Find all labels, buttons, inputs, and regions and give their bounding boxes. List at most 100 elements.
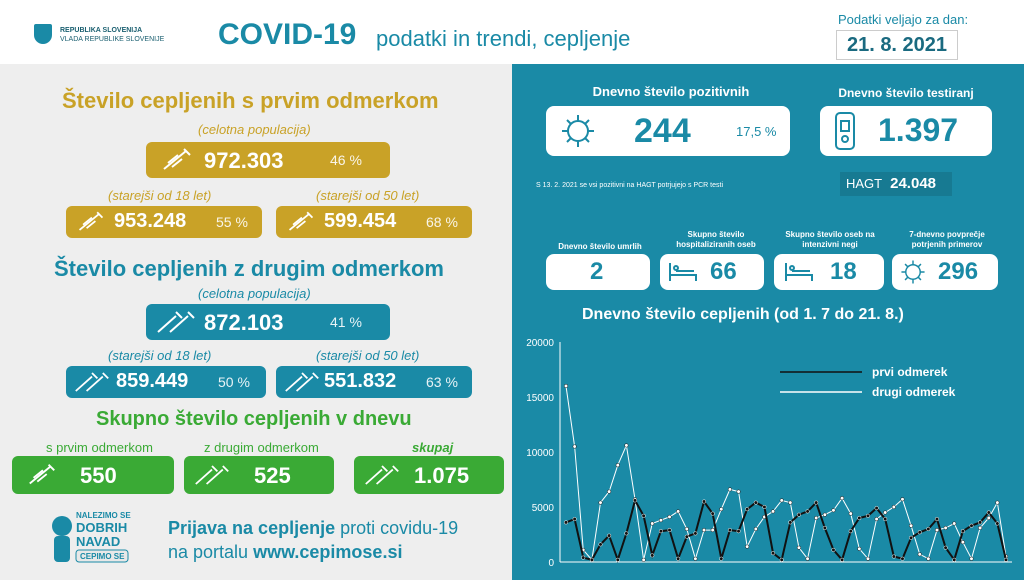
first-adult-note: (starejši od 18 let) [108, 188, 212, 203]
data-point [926, 556, 931, 561]
data-point [667, 514, 672, 519]
series-line-prvi [565, 497, 1007, 563]
portal-link[interactable]: www.cepimose.si [253, 542, 403, 562]
data-point [658, 518, 663, 523]
data-point [641, 557, 646, 562]
data-point [719, 507, 724, 512]
data-point [693, 531, 698, 536]
series-line-drugi [565, 385, 1007, 561]
y-tick-label: 0 [548, 558, 554, 569]
data-point [607, 489, 612, 494]
data-point [684, 526, 689, 532]
positive-card: 244 17,5 % [546, 106, 790, 156]
first-total-pill: 972.303 46 % [146, 142, 390, 178]
data-point [796, 512, 801, 517]
syringes-icon [195, 465, 229, 485]
data-point [969, 556, 974, 561]
data-point [805, 556, 810, 561]
data-point [615, 557, 620, 562]
data-point [943, 525, 948, 530]
data-point [572, 444, 577, 449]
deaths-label: Dnevno število umrlih [558, 242, 642, 251]
page-title: COVID-19 [218, 18, 357, 51]
data-point [831, 508, 836, 513]
data-point [822, 525, 827, 530]
icu-card: 18 [774, 254, 884, 290]
data-point [727, 528, 732, 533]
hosp-value: 66 [710, 258, 737, 285]
data-point [960, 529, 965, 534]
data-point [727, 487, 732, 492]
data-point [960, 540, 965, 545]
data-point [598, 542, 603, 547]
second-total-pill: 872.103 41 % [146, 304, 390, 340]
data-point [779, 557, 784, 562]
y-tick-label: 20000 [526, 338, 554, 349]
hosp-label: Skupno število hospitaliziranih oseb [676, 230, 756, 249]
y-tick-label: 5000 [532, 503, 555, 514]
cepimo-se-mascot-logo: NALEZIMO SE DOBRIH NAVAD CEPIMO SE [52, 511, 131, 563]
data-point [779, 498, 784, 503]
data-point [969, 523, 974, 528]
data-point [701, 499, 707, 504]
data-point [831, 547, 836, 552]
first-total-note: (celotna populacija) [198, 122, 311, 137]
coat-of-arms-icon [34, 24, 52, 44]
daily-first-label: s prvim odmerkom [46, 440, 153, 455]
data-point [771, 551, 776, 556]
data-point [710, 511, 715, 516]
avg-value: 296 [938, 258, 979, 285]
data-point [891, 554, 896, 559]
data-point [745, 507, 750, 512]
data-point [676, 556, 681, 561]
data-point [995, 500, 1000, 505]
data-point [762, 504, 767, 510]
daily-first-pill: 550 [12, 456, 174, 494]
data-point [995, 521, 1000, 526]
data-point [684, 534, 689, 539]
positive-label: Dnevno število pozitivnih [592, 84, 750, 99]
data-point [917, 530, 922, 535]
syringes-icon [75, 372, 109, 392]
second-adult-note: (starejši od 18 let) [108, 348, 212, 363]
avg-label: 7-dnevno povprečje potrjenih primerov [909, 230, 985, 249]
data-point [650, 521, 655, 526]
first-dose-title: Število cepljenih s prvim odmerkom [62, 88, 439, 113]
deaths-card: 2 [546, 254, 650, 290]
test-kit-icon [835, 112, 855, 150]
data-point [745, 544, 750, 549]
data-point [693, 556, 698, 561]
virus-icon [562, 115, 594, 147]
legend-label: drugi odmerek [872, 385, 956, 399]
data-point [917, 552, 922, 557]
data-point [891, 504, 896, 510]
data-point [934, 517, 940, 522]
deaths-value: 2 [590, 258, 604, 285]
data-point [736, 489, 741, 494]
data-point [788, 500, 793, 505]
data-point [615, 463, 620, 468]
data-point [840, 557, 845, 562]
pcr-footnote: S 13. 2. 2021 se vsi pozitivni na HAGT p… [536, 182, 724, 189]
data-point [900, 497, 905, 502]
data-point [883, 517, 888, 522]
syringes-icon [365, 465, 399, 485]
data-point [986, 515, 991, 521]
mascot-line-2: DOBRIH [76, 520, 127, 535]
chart-title: Dnevno število cepljenih (od 1. 7 do 21.… [582, 306, 904, 323]
data-point [624, 531, 629, 536]
data-point [814, 515, 819, 521]
daily-total-pill: 1.075 [354, 456, 504, 494]
second-senior-note: (starejši od 50 let) [316, 348, 420, 363]
hagt-box: HAGT 24.048 [840, 172, 952, 196]
data-point [607, 533, 612, 538]
data-point [658, 529, 663, 534]
first-senior-note: (starejši od 50 let) [316, 188, 420, 203]
date-value: 21. 8. 2021 [836, 30, 958, 60]
data-point [598, 500, 603, 505]
data-point [589, 557, 594, 562]
page-subtitle: podatki in trendi, cepljenje [376, 26, 631, 51]
data-point [796, 545, 801, 550]
data-point [632, 498, 638, 503]
data-point [883, 510, 888, 515]
